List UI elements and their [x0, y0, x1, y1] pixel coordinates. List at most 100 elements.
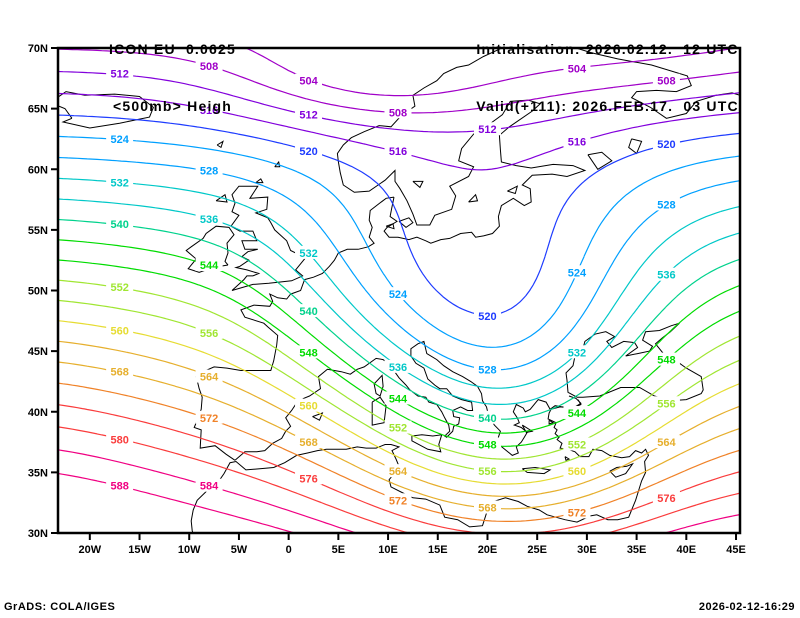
- contour-label-mask: [195, 102, 223, 116]
- contour-label-mask: [652, 435, 680, 449]
- contour-label-588: 588: [110, 481, 128, 493]
- coastline: [373, 374, 384, 397]
- contour-label-524: 524: [110, 134, 129, 146]
- coastline: [609, 462, 635, 478]
- contour-label-mask: [295, 471, 323, 485]
- contour-label-552: 552: [389, 423, 407, 435]
- coastline: [411, 434, 443, 453]
- coastline: [521, 466, 552, 475]
- contour-576: [58, 404, 740, 533]
- contour-label-mask: [106, 216, 134, 230]
- contour-label-mask: [195, 325, 223, 339]
- lat-tick-label: 65N: [28, 104, 48, 116]
- contour-label-mask: [652, 73, 680, 87]
- lon-tick-label: 20W: [79, 544, 102, 556]
- contour-label-520: 520: [299, 146, 317, 158]
- lon-tick-label: 25E: [527, 544, 547, 556]
- contour-label-520: 520: [657, 139, 675, 151]
- coastline: [255, 178, 264, 184]
- contour-label-mask: [195, 258, 223, 272]
- contour-label-532: 532: [299, 248, 317, 260]
- contour-568: [58, 361, 740, 510]
- contour-label-mask: [195, 211, 223, 225]
- map-frame: [56, 46, 742, 535]
- contour-label-584: 584: [200, 481, 219, 493]
- contour-label-536: 536: [389, 362, 407, 374]
- coastline: [371, 396, 387, 426]
- lon-tick-label: 45E: [726, 544, 746, 556]
- contour-label-508: 508: [657, 76, 675, 88]
- contour-label-mask: [652, 396, 680, 410]
- contour-label-mask: [106, 131, 134, 145]
- contour-label-mask: [195, 59, 223, 73]
- lat-tick-label: 70N: [28, 43, 48, 55]
- lat-tick-label: 40N: [28, 407, 48, 419]
- contour-label-568: 568: [110, 367, 128, 379]
- contour-520: [58, 114, 740, 316]
- contour-label-552: 552: [568, 439, 586, 451]
- contour-label-504: 504: [568, 64, 587, 76]
- contour-552: [58, 279, 740, 460]
- lon-tick-label: 10E: [378, 544, 398, 556]
- contour-label-532: 532: [110, 178, 128, 190]
- contour-label-576: 576: [657, 493, 675, 505]
- contour-label-560: 560: [299, 401, 317, 413]
- contour-label-536: 536: [657, 270, 675, 282]
- coastline: [507, 185, 519, 195]
- contour-label-mask: [195, 478, 223, 492]
- contour-label-580: 580: [110, 435, 128, 447]
- contour-588: [58, 472, 295, 533]
- contour-label-mask: [652, 136, 680, 150]
- lon-tick-label: 30E: [577, 544, 597, 556]
- contour-label-528: 528: [657, 199, 675, 211]
- contour-label-mask: [295, 245, 323, 259]
- coastline: [336, 48, 587, 244]
- contour-584: [58, 449, 740, 533]
- lon-tick-label: 20E: [478, 544, 498, 556]
- contour-label-540: 540: [110, 219, 128, 231]
- contour-label-mask: [473, 437, 501, 451]
- lon-tick-label: 15W: [128, 544, 151, 556]
- valid-time-label: Valid(+111): 2026.FEB.17. 03 UTC: [476, 98, 739, 114]
- title-left-block: ICON EU 0.0625 <500mb> Heigh: [0, 2, 345, 154]
- contour-label-mask: [473, 122, 501, 136]
- contour-label-mask: [563, 265, 591, 279]
- contour-label-504: 504: [299, 76, 318, 88]
- coastline: [185, 225, 235, 273]
- contour-label-mask: [106, 323, 134, 337]
- contour-label-mask: [106, 364, 134, 378]
- coastline: [468, 193, 479, 203]
- contour-label-mask: [295, 435, 323, 449]
- coastline: [521, 424, 534, 433]
- contour-label-512: 512: [110, 68, 128, 80]
- contour-label-mask: [384, 420, 412, 434]
- contour-label-mask: [652, 490, 680, 504]
- contour-label-540: 540: [478, 413, 496, 425]
- coastline: [550, 48, 740, 119]
- coastline: [216, 140, 224, 149]
- contour-label-536: 536: [200, 214, 218, 226]
- contour-label-mask: [473, 464, 501, 478]
- contour-label-516: 516: [389, 146, 407, 158]
- lon-tick-label: 5E: [332, 544, 345, 556]
- contour-label-576: 576: [299, 473, 317, 485]
- contour-label-mask: [295, 398, 323, 412]
- contour-label-mask: [384, 359, 412, 373]
- axis-layer: 70N 65N 60N 55N 50N 45N 40N 35N 30N 20W 15W 10W 5W 0 5…: [28, 43, 746, 556]
- contour-label-mask: [295, 107, 323, 121]
- lat-tick-label: 55N: [28, 225, 48, 237]
- contour-label-556: 556: [200, 328, 218, 340]
- creation-timestamp-label: 2026-02-12-16:29: [698, 601, 795, 613]
- contour-label-556: 556: [657, 398, 675, 410]
- contour-label-mask: [106, 66, 134, 80]
- contour-label-mask: [295, 304, 323, 318]
- contour-label-mask: [563, 437, 591, 451]
- contour-label-564: 564: [389, 466, 408, 478]
- contour-label-520: 520: [478, 311, 496, 323]
- contour-label-mask: [384, 144, 412, 158]
- contour-label-572: 572: [389, 495, 407, 507]
- contour-label-532: 532: [568, 347, 586, 359]
- contour-label-mask: [652, 352, 680, 366]
- contour-label-mask: [295, 345, 323, 359]
- contour-label-mask: [563, 61, 591, 75]
